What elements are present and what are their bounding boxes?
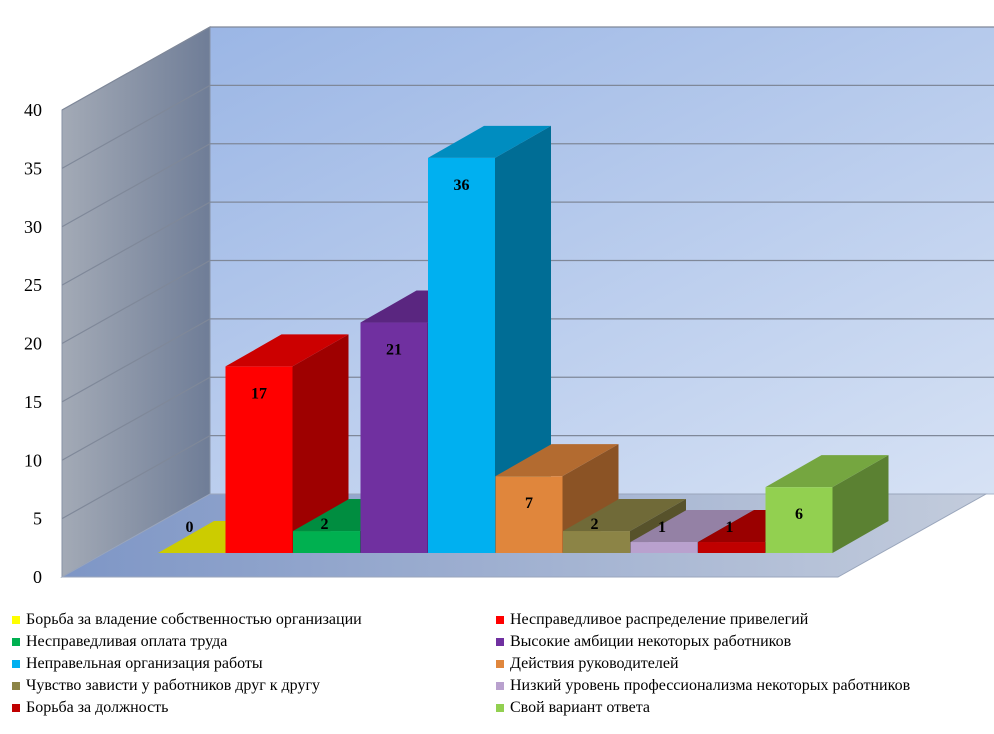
- y-tick-label: 10: [24, 450, 42, 470]
- data-label: 17: [251, 385, 267, 402]
- bar-top-face: [225, 334, 349, 367]
- y-tick-label: 20: [24, 334, 42, 354]
- legend-label: Несправедливое распределение привелегий: [510, 611, 809, 628]
- bar-front-face: [225, 366, 293, 553]
- data-label: 21: [386, 342, 402, 359]
- legend-swatch: [12, 638, 20, 646]
- chart-gridlines: [61, 26, 994, 520]
- legend-swatch: [12, 616, 20, 624]
- legend-item: Борьба за должность: [12, 699, 168, 717]
- legend-swatch: [12, 682, 20, 690]
- chart-bars: [158, 125, 889, 553]
- y-tick-label: 0: [33, 567, 42, 587]
- legend-swatch: [12, 660, 20, 668]
- legend-label: Борьба за должность: [26, 699, 169, 716]
- bar-side-face: [832, 455, 889, 553]
- legend-swatch: [496, 616, 504, 624]
- legend-label: Неправельная организация работы: [26, 655, 263, 672]
- legend-swatch: [496, 638, 504, 646]
- bar-2: [225, 334, 349, 553]
- y-tick-label: 25: [24, 275, 42, 295]
- bar-top-face: [563, 499, 686, 532]
- legend-label: Низкий уровень профессионализма некоторы…: [510, 677, 911, 694]
- legend-item: Несправедливое распределение привелегий: [496, 611, 808, 629]
- data-label: 2: [591, 516, 599, 533]
- gridline: [61, 84, 994, 169]
- gridline: [61, 201, 994, 286]
- y-tick-label: 35: [24, 158, 42, 178]
- legend-item: Низкий уровень профессионализма некоторы…: [496, 677, 910, 695]
- bar-front-face: [293, 531, 360, 553]
- bar-top-face: [428, 125, 551, 158]
- legend-item: Несправедливая оплата труда: [12, 633, 227, 651]
- bar-front-face: [630, 542, 698, 553]
- data-label: 2: [321, 516, 329, 533]
- data-label: 0: [186, 519, 194, 536]
- gridline: [61, 318, 994, 403]
- data-label: 6: [795, 506, 803, 523]
- legend-item: Действия руководителей: [496, 655, 679, 673]
- bar-top-face: [495, 444, 619, 477]
- legend-item: Свой вариант ответа: [496, 699, 650, 717]
- bar-front-face: [495, 476, 563, 553]
- bar-side-face: [292, 334, 349, 553]
- legend-swatch: [496, 682, 504, 690]
- legend-label: Свой вариант ответа: [510, 699, 650, 716]
- data-label: 36: [454, 177, 470, 194]
- y-axis-tick-labels: 0 5 10 15 20 25 30 35 40: [24, 100, 42, 587]
- bar-front-face: [698, 542, 765, 553]
- legend-label: Высокие амбиции некоторых работников: [510, 633, 792, 650]
- y-tick-label: 40: [24, 100, 42, 120]
- y-tick-label: 30: [24, 217, 42, 237]
- gridline: [61, 143, 994, 228]
- legend-item: Высокие амбиции некоторых работников: [496, 633, 791, 651]
- bar-top-face: [630, 510, 754, 543]
- legend-label: Борьба за владение собственностью органи…: [26, 611, 362, 628]
- gridline: [61, 376, 994, 461]
- legend-item: Неправельная организация работы: [12, 655, 263, 673]
- y-tick-label: 5: [33, 509, 42, 529]
- bar-side-face: [495, 125, 551, 553]
- legend-swatch: [496, 660, 504, 668]
- legend-label: Действия руководителей: [510, 655, 679, 672]
- legend-item: Чувство зависти у работников друг к друг…: [12, 677, 320, 695]
- data-label: 1: [726, 519, 734, 536]
- y-tick-label: 15: [24, 392, 42, 412]
- legend-item: Борьба за владение собственностью органи…: [12, 611, 362, 629]
- legend-label: Несправедливая оплата труда: [26, 633, 228, 650]
- bar-front-face: [360, 322, 428, 553]
- legend-label: Чувство зависти у работников друг к друг…: [26, 677, 321, 694]
- legend-swatch: [496, 704, 504, 712]
- bar-10: [765, 455, 889, 553]
- bar-top-face: [765, 455, 889, 488]
- bar-front-face: [428, 157, 495, 553]
- data-label: 1: [658, 519, 666, 536]
- data-label: 7: [525, 495, 533, 512]
- gridline: [61, 26, 994, 111]
- bar-5: [428, 125, 551, 553]
- gridline: [61, 259, 994, 345]
- bar-front-face: [765, 487, 833, 553]
- gridline: [61, 435, 994, 520]
- bar-front-face: [563, 531, 630, 553]
- legend-swatch: [12, 704, 20, 712]
